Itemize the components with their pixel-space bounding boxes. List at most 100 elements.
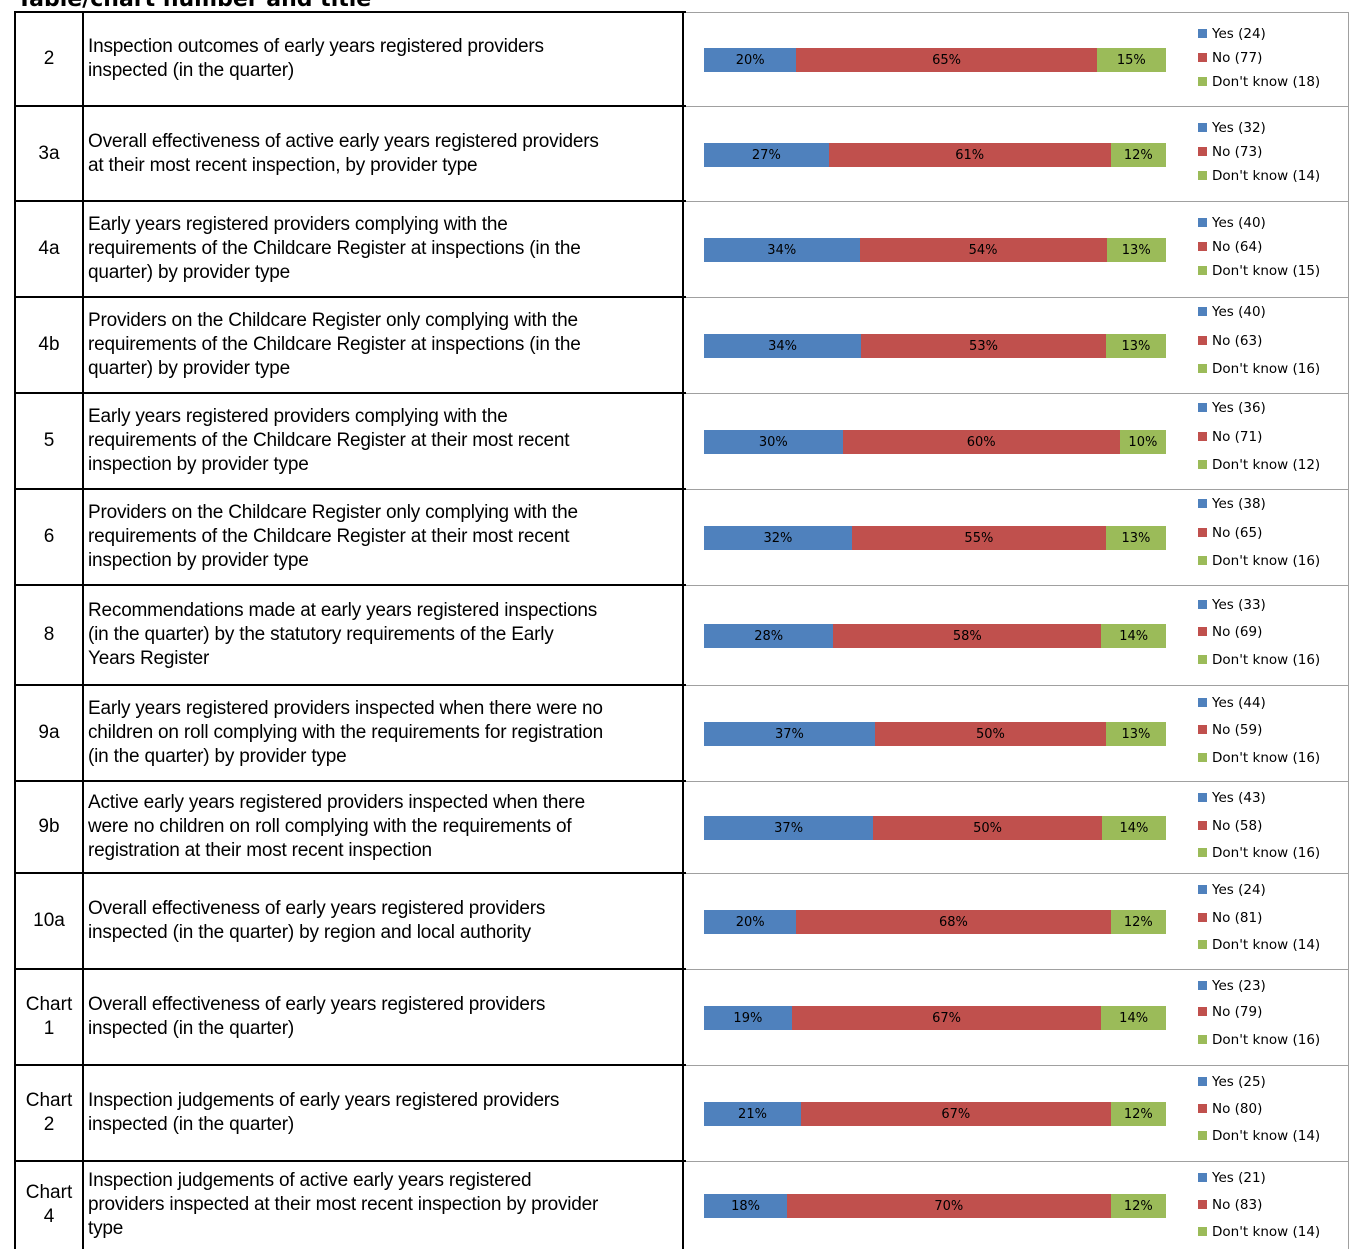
row-divider [14, 200, 686, 202]
row-title: Inspection judgements of active early ye… [84, 1161, 684, 1249]
stacked-bar-chart: 19% 67% 14% Yes (23) No (79) Don't know (16) [686, 969, 1349, 1065]
bar-segment-no: 67% [791, 1006, 1102, 1030]
row-number: 4a [14, 201, 84, 297]
legend-item: No (71) [1198, 429, 1262, 445]
bar-segment-no: 60% [842, 430, 1120, 454]
row-divider-thin [686, 873, 1349, 874]
legend-swatch [1198, 528, 1207, 537]
bar-segment-no: 53% [861, 334, 1106, 358]
row-title: Active early years registered providers … [84, 781, 684, 873]
row-title: Overall effectiveness of early years reg… [84, 969, 684, 1065]
row-title: Overall effectiveness of active early ye… [84, 106, 684, 201]
row-title: Recommendations made at early years regi… [84, 585, 684, 685]
legend-item: Yes (33) [1198, 597, 1266, 613]
bar-segment-no: 67% [801, 1102, 1111, 1126]
legend-swatch [1198, 266, 1207, 275]
bar-segment-no: 55% [851, 526, 1106, 550]
row-divider-thin [686, 781, 1349, 782]
legend-swatch [1198, 1200, 1207, 1209]
stacked-bar-chart: 18% 70% 12% Yes (21) No (83) Don't know (14) [686, 1161, 1349, 1249]
table-row: 2 Inspection outcomes of early years regi… [0, 12, 1349, 106]
row-divider-thin [686, 201, 1349, 202]
legend-item: No (79) [1198, 1004, 1262, 1020]
legend-item: Don't know (15) [1198, 263, 1320, 279]
legend-swatch [1198, 600, 1207, 609]
page-title: Table/chart number and title [17, 0, 371, 12]
table-row: 9b Active early years registered provider… [0, 781, 1349, 873]
legend-swatch [1198, 307, 1207, 316]
legend-swatch [1198, 77, 1207, 86]
bar-segment-yes: 20% [704, 48, 797, 72]
bar-segment-yes: 37% [704, 722, 875, 746]
row-divider [14, 11, 686, 13]
row-number: Chart 1 [14, 969, 84, 1065]
legend-item: Don't know (16) [1198, 1032, 1320, 1048]
row-number: Chart 4 [14, 1161, 84, 1249]
row-divider-thin [686, 585, 1349, 586]
bar-segment-dk: 13% [1105, 334, 1166, 358]
stacked-bar-chart: 20% 68% 12% Yes (24) No (81) Don't know (14) [686, 873, 1349, 969]
row-divider [14, 296, 686, 298]
stacked-bar-chart: 37% 50% 14% Yes (43) No (58) Don't know (16) [686, 781, 1349, 873]
legend-item: Yes (40) [1198, 304, 1266, 320]
legend-item: No (83) [1198, 1197, 1262, 1213]
row-divider [14, 488, 686, 490]
stacked-bar: 21% 67% 12% [704, 1102, 1166, 1126]
legend-swatch [1198, 1104, 1207, 1113]
legend-swatch [1198, 725, 1207, 734]
row-number: 9b [14, 781, 84, 873]
stacked-bar-chart: 30% 60% 10% Yes (36) No (71) Don't know (12) [686, 393, 1349, 489]
legend-swatch [1198, 218, 1207, 227]
legend-item: Don't know (18) [1198, 74, 1320, 90]
row-number: Chart 2 [14, 1065, 84, 1161]
bar-segment-no: 58% [833, 624, 1102, 648]
table-row: Chart 2 Inspection judgements of early yea… [0, 1065, 1349, 1161]
row-title: Providers on the Childcare Register only… [84, 297, 684, 393]
legend-swatch [1198, 1035, 1207, 1044]
legend-swatch [1198, 1007, 1207, 1016]
stacked-bar: 37% 50% 14% [704, 816, 1166, 840]
bar-segment-dk: 14% [1101, 1006, 1166, 1030]
row-title: Providers on the Childcare Register only… [84, 489, 684, 585]
legend-item: Yes (38) [1198, 496, 1266, 512]
table-row: 9a Early years registered providers inspe… [0, 685, 1349, 781]
stacked-bar-chart: 34% 53% 13% Yes (40) No (63) Don't know (16) [686, 297, 1349, 393]
stacked-bar: 37% 50% 13% [704, 722, 1166, 746]
legend-item: No (73) [1198, 144, 1262, 160]
row-divider [14, 968, 686, 970]
bar-segment-no: 65% [796, 48, 1097, 72]
legend-item: No (59) [1198, 722, 1262, 738]
stacked-bar-chart: 27% 61% 12% Yes (32) No (73) Don't know (14) [686, 106, 1349, 201]
table-row: 10a Overall effectiveness of early years … [0, 873, 1349, 969]
legend-swatch [1198, 913, 1207, 922]
legend-item: No (69) [1198, 624, 1262, 640]
row-divider-thin [686, 12, 1349, 13]
bar-segment-no: 50% [873, 816, 1102, 840]
legend-swatch [1198, 364, 1207, 373]
bar-segment-yes: 19% [704, 1006, 792, 1030]
stacked-bar-chart: 28% 58% 14% Yes (33) No (69) Don't know (16) [686, 585, 1349, 685]
bar-segment-dk: 15% [1096, 48, 1166, 72]
bar-segment-yes: 18% [704, 1194, 788, 1218]
bar-segment-dk: 14% [1101, 624, 1166, 648]
bar-segment-yes: 34% [704, 238, 860, 262]
stacked-bar-chart: 37% 50% 13% Yes (44) No (59) Don't know (16) [686, 685, 1349, 781]
stacked-bar-chart: 21% 67% 12% Yes (25) No (80) Don't know (14) [686, 1065, 1349, 1161]
legend-swatch [1198, 885, 1207, 894]
legend-item: Don't know (14) [1198, 168, 1320, 184]
stacked-bar: 27% 61% 12% [704, 143, 1166, 167]
legend-item: Don't know (14) [1198, 937, 1320, 953]
legend-swatch [1198, 1227, 1207, 1236]
row-divider-thin [686, 297, 1349, 298]
row-number: 9a [14, 685, 84, 781]
legend-swatch [1198, 171, 1207, 180]
legend-item: Yes (32) [1198, 120, 1266, 136]
legend-swatch [1198, 1077, 1207, 1086]
table-row: 5 Early years registered providers comply… [0, 393, 1349, 489]
row-divider-thin [686, 1161, 1349, 1162]
bar-segment-dk: 14% [1101, 816, 1166, 840]
bar-segment-dk: 12% [1110, 143, 1166, 167]
legend-swatch [1198, 460, 1207, 469]
legend-item: Yes (25) [1198, 1074, 1266, 1090]
